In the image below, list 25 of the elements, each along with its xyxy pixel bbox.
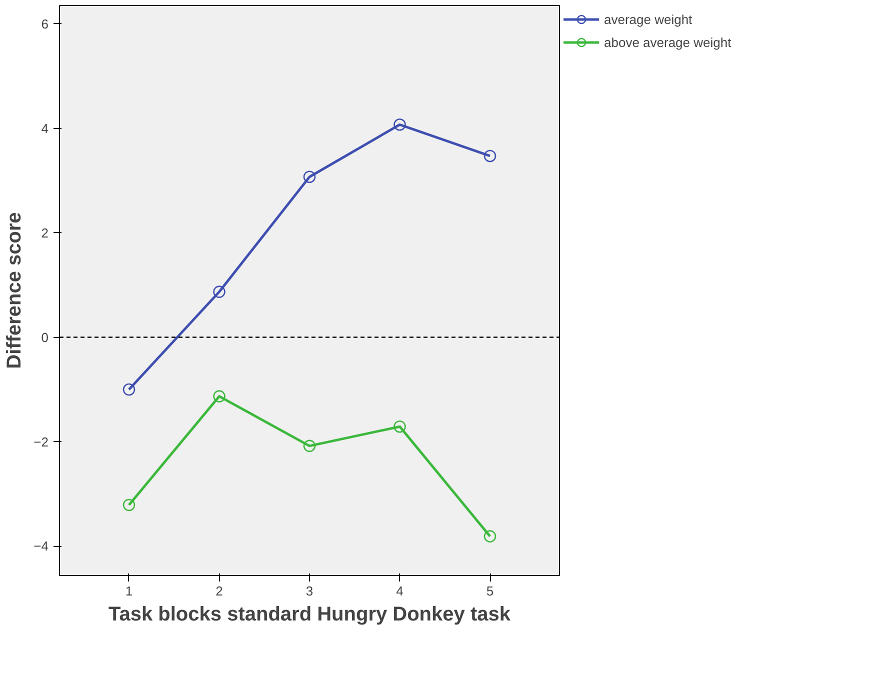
legend-label: average weight: [604, 12, 692, 26]
point: [394, 118, 406, 131]
y-tick-label: −2: [34, 434, 49, 450]
point: [484, 150, 496, 162]
y-tick-label: 2: [41, 225, 49, 240]
point: [303, 440, 316, 452]
point: [484, 530, 496, 542]
y-tick-label: 0: [41, 330, 49, 345]
point: [213, 286, 226, 298]
y-tick-label: 4: [41, 120, 49, 136]
point: [122, 498, 136, 512]
y-tick-label: 6: [41, 16, 49, 32]
y-axis-title: Difference score: [4, 212, 26, 369]
x-axis-title: Task blocks standard Hungry Donkey task: [108, 604, 512, 626]
point: [122, 383, 136, 396]
point: [303, 170, 316, 184]
x-tick-label: 1: [125, 584, 133, 598]
x-tick-label: 5: [486, 584, 494, 598]
point: [213, 390, 226, 402]
x-tick-label: 3: [306, 584, 314, 598]
x-tick-label: 4: [396, 584, 404, 598]
point: [394, 420, 406, 433]
y-tick-label: −4: [34, 538, 49, 554]
x-tick-label: 2: [216, 584, 223, 598]
legend-label: above average weight: [604, 34, 732, 50]
